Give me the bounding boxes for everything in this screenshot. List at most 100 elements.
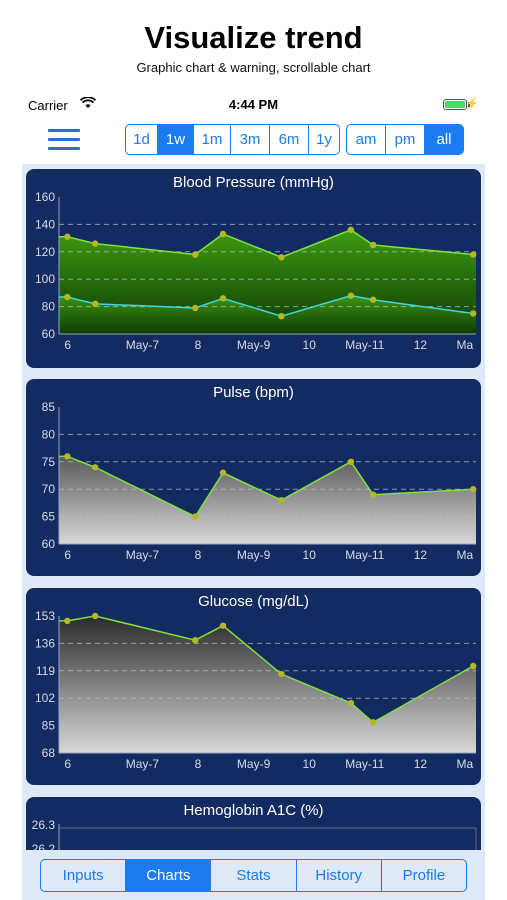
y-tick-label: 136 — [35, 636, 55, 650]
chart-title: Pulse (bpm) — [213, 384, 294, 401]
range-1y-button[interactable]: 1y — [308, 125, 339, 154]
series-line — [59, 294, 476, 317]
series-line — [59, 455, 476, 518]
x-tick-label: May-11 — [345, 338, 384, 352]
data-point — [470, 251, 477, 258]
x-tick-label: May-7 — [126, 757, 160, 771]
data-point — [278, 670, 285, 678]
x-tick-label: May-9 — [237, 338, 271, 352]
period-selector: am pm all — [346, 124, 464, 155]
y-tick-label: 68 — [42, 746, 56, 760]
data-point — [219, 295, 227, 302]
data-point — [91, 240, 99, 247]
y-tick-label: 153 — [35, 609, 55, 623]
tab-stats-button[interactable]: Stats — [210, 860, 295, 891]
x-tick-label: 10 — [303, 548, 317, 562]
chart-card-blood-pressure: 60 80 100 120 140 160 6 May-7 8 May-9 10 May-11 12 Ma… — [26, 169, 481, 368]
data-point — [369, 296, 377, 303]
wifi-icon — [79, 96, 97, 112]
x-tick-label: May-9 — [237, 548, 271, 562]
y-tick-label: 119 — [36, 664, 55, 678]
menu-icon[interactable] — [48, 129, 80, 151]
period-am-button[interactable]: am — [355, 131, 377, 148]
range-selector: 1d 1w 1m 3m 6m 1y — [125, 124, 340, 155]
chart-blood-pressure[interactable]: 60 80 100 120 140 160 6 May-7 8 May-9 10 May-11 12 Ma — [26, 169, 481, 368]
x-tick-label: May-11 — [345, 548, 384, 562]
status-bar: Carrier 4:44 PM ⚡ — [22, 94, 485, 116]
data-point — [219, 469, 227, 476]
data-point — [347, 458, 355, 465]
chart-title: Blood Pressure (mmHg) — [173, 174, 334, 191]
tab-history-button[interactable]: History — [295, 860, 381, 891]
range-3m-button[interactable]: 3m — [230, 125, 269, 154]
series-line — [59, 615, 476, 724]
hero-subtitle: Graphic chart & warning, scrollable char… — [136, 60, 371, 75]
range-1m-button[interactable]: 1m — [193, 125, 230, 154]
tab-charts-button[interactable]: Charts — [125, 860, 211, 891]
data-point — [278, 496, 285, 504]
y-tick-label: 140 — [35, 217, 55, 231]
x-tick-label: 12 — [414, 757, 428, 771]
data-point — [347, 699, 355, 707]
data-point — [219, 622, 227, 629]
chart-pulse[interactable]: 60 65 70 75 80 85 6 May-7 8 May-9 10 May-11 12 Ma — [26, 379, 481, 576]
x-tick-label: May-7 — [126, 548, 160, 562]
data-point — [192, 304, 199, 312]
series-line — [59, 229, 476, 259]
x-tick-label: 6 — [64, 548, 71, 562]
hero-title: Visualize trend — [144, 20, 363, 55]
y-tick-label: 65 — [42, 510, 56, 524]
chart-title: Glucose (mg/dL) — [198, 593, 309, 610]
x-tick-label: 6 — [64, 338, 71, 352]
range-1w-button[interactable]: 1w — [157, 125, 193, 154]
series-area — [59, 295, 476, 334]
data-point — [192, 513, 199, 520]
period-pm-button[interactable]: pm — [385, 125, 424, 154]
tab-inputs-button[interactable]: Inputs — [62, 867, 104, 884]
data-point — [91, 300, 99, 308]
x-tick-label: 8 — [195, 338, 202, 352]
data-point — [347, 292, 355, 299]
y-tick-label: 60 — [42, 327, 56, 341]
series-area — [59, 616, 476, 753]
y-tick-label: 120 — [35, 245, 55, 259]
tab-bar: Inputs Charts Stats History Profile — [22, 850, 485, 900]
range-1d-button[interactable]: 1d — [133, 131, 150, 148]
data-point — [278, 312, 285, 320]
series-area — [59, 456, 476, 544]
x-tick-label: Ma — [457, 338, 474, 352]
charging-icon: ⚡ — [465, 98, 479, 110]
data-point — [91, 612, 99, 620]
y-tick-label: 102 — [35, 691, 55, 705]
chart-card-glucose: 68 85 102 119 136 153 6 May-7 8 May-9 10 May-11 12 Ma… — [26, 588, 481, 785]
tab-segment: Inputs Charts Stats History Profile — [40, 859, 467, 892]
data-point — [369, 719, 377, 726]
x-tick-label: 8 — [195, 757, 202, 771]
y-tick-label: 26.3 — [32, 818, 56, 832]
x-tick-label: May-11 — [345, 757, 384, 771]
tab-profile-button[interactable]: Profile — [380, 860, 466, 891]
data-point — [64, 453, 71, 460]
data-point — [91, 464, 99, 471]
data-point — [369, 491, 377, 498]
data-point — [64, 617, 71, 625]
range-6m-button[interactable]: 6m — [269, 125, 308, 154]
x-tick-label: May-9 — [237, 757, 271, 771]
data-point — [278, 254, 285, 261]
y-tick-label: 80 — [42, 427, 56, 441]
period-all-button[interactable]: all — [424, 125, 463, 154]
chart-glucose[interactable]: 68 85 102 119 136 153 6 May-7 8 May-9 10 May-11 12 Ma — [26, 588, 481, 785]
battery-tip-icon — [468, 102, 470, 107]
x-tick-label: 10 — [303, 338, 317, 352]
y-tick-label: 85 — [42, 400, 56, 414]
data-point — [369, 241, 377, 249]
x-tick-label: 12 — [414, 338, 428, 352]
y-tick-label: 100 — [35, 272, 55, 286]
phone-screen: Carrier 4:44 PM ⚡ 1d 1w 1m 3m 6m 1y am pm all 6… — [22, 94, 485, 900]
data-point — [192, 636, 199, 644]
x-tick-label: 6 — [64, 757, 71, 771]
x-tick-label: 10 — [303, 757, 317, 771]
toolbar: 1d 1w 1m 3m 6m 1y am pm all — [22, 116, 485, 164]
data-point — [64, 233, 71, 240]
y-tick-label: 85 — [42, 719, 56, 733]
